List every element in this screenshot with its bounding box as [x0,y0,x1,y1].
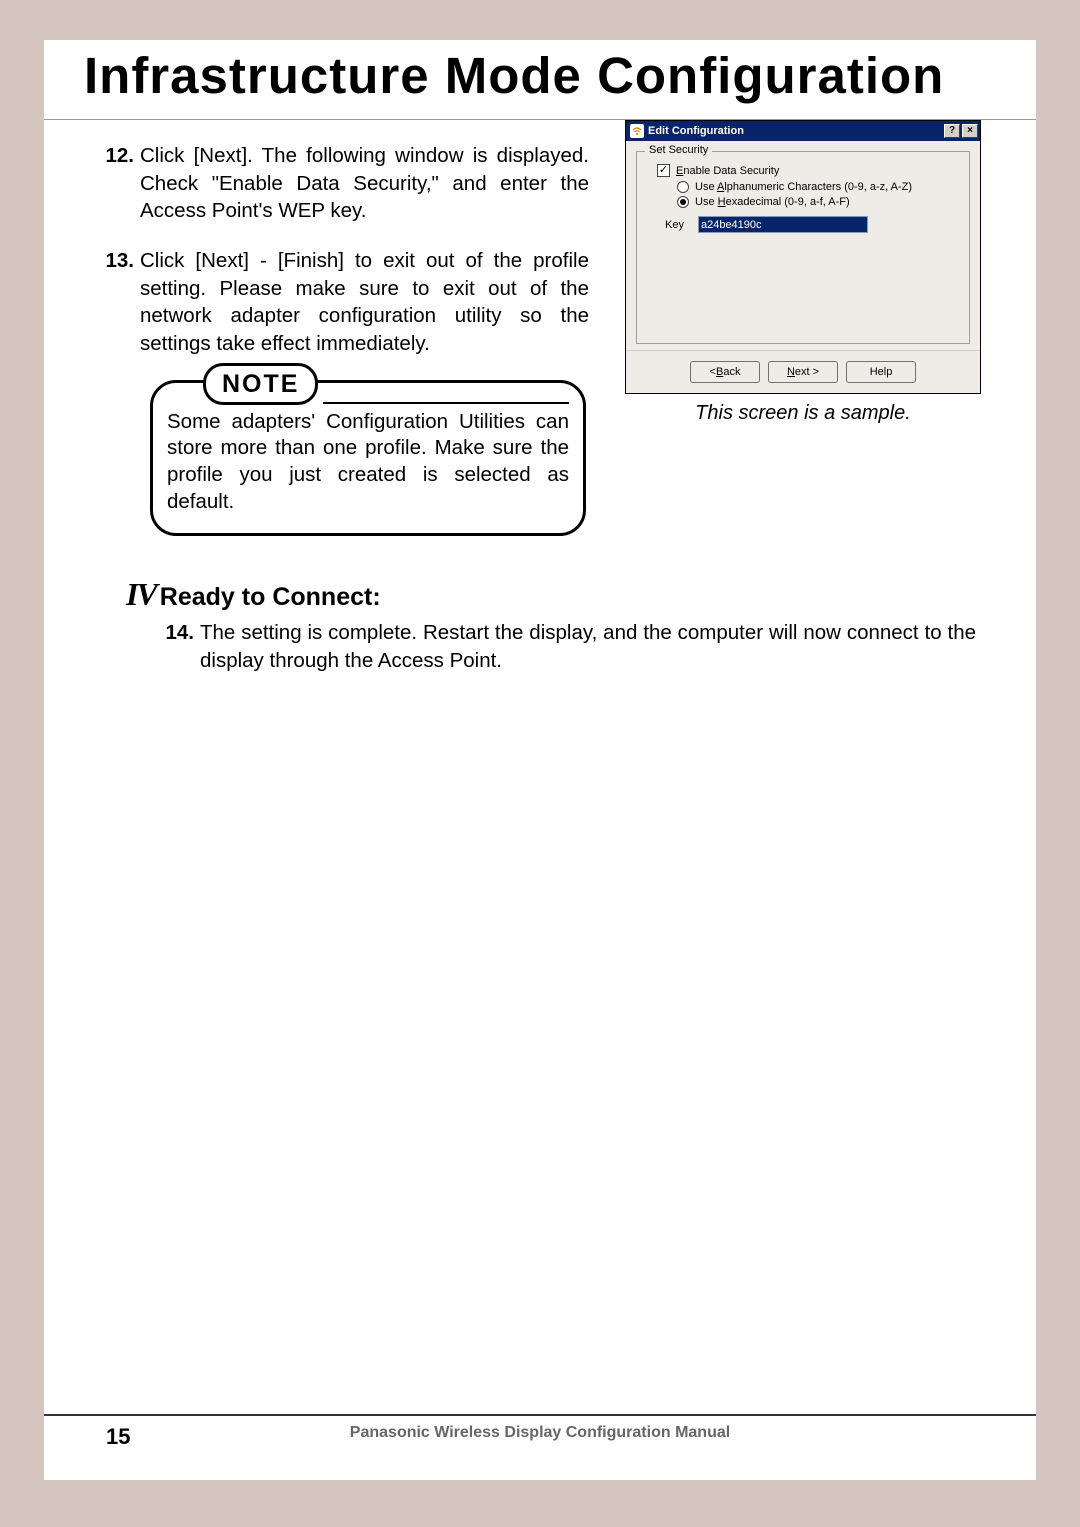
note-box: NOTE Some adapters' Configuration Utilit… [150,380,586,537]
footer-spacer [926,1424,1036,1450]
dialog-titlebar: Edit Configuration ? × [626,121,980,141]
page-number: 15 [44,1424,154,1450]
radio-hex-label: Use Hexadecimal (0-9, a-f, A-F) [695,196,850,208]
step-14: 14. The setting is complete. Restart the… [104,619,976,674]
section-title: Ready to Connect: [160,583,381,612]
key-label: Key [665,219,684,231]
key-row: Key a24be4190c [665,216,957,233]
left-column: 12. Click [Next]. The following window i… [104,142,589,536]
title-bar: Infrastructure Mode Configuration [44,40,1036,120]
step-number: 12. [104,142,140,225]
step-12: 12. Click [Next]. The following window i… [104,142,589,225]
help-button[interactable]: Help [846,361,916,383]
edit-configuration-dialog: Edit Configuration ? × Set Security ✓ En… [625,120,981,394]
page-footer: 15 Panasonic Wireless Display Configurat… [44,1414,1036,1450]
dialog-body: Set Security ✓ Enable Data Security Use … [626,141,980,350]
document-page: Infrastructure Mode Configuration Edit C… [44,40,1036,1480]
step-text: Click [Next]. The following window is di… [140,142,589,225]
step-text: Click [Next] - [Finish] to exit out of t… [140,247,589,358]
radio-hex-row[interactable]: Use Hexadecimal (0-9, a-f, A-F) [677,196,957,208]
step-number: 13. [104,247,140,358]
wireless-icon [630,124,644,138]
note-divider [323,402,569,404]
enable-data-security-row[interactable]: ✓ Enable Data Security [657,164,957,177]
step-text: The setting is complete. Restart the dis… [200,619,976,674]
radio-alphanumeric-label: Use Alphanumeric Characters (0-9, a-z, A… [695,181,912,193]
radio-icon[interactable] [677,181,689,193]
screenshot-caption: This screen is a sample. [625,402,981,425]
next-button[interactable]: Next > [768,361,838,383]
footer-text: Panasonic Wireless Display Configuration… [154,1424,926,1450]
help-button[interactable]: ? [944,124,960,138]
note-text: Some adapters' Configuration Utilities c… [167,409,569,516]
groupbox-label: Set Security [645,144,712,156]
note-label: NOTE [203,363,318,406]
titlebar-buttons: ? × [944,124,978,138]
close-button[interactable]: × [962,124,978,138]
set-security-groupbox: Set Security ✓ Enable Data Security Use … [636,151,970,344]
back-button[interactable]: < Back [690,361,760,383]
checkbox-icon[interactable]: ✓ [657,164,670,177]
radio-alphanumeric-row[interactable]: Use Alphanumeric Characters (0-9, a-z, A… [677,181,957,193]
roman-numeral: IV [126,576,156,613]
enable-data-security-label: Enable Data Security [676,165,779,177]
dialog-screenshot-wrap: Edit Configuration ? × Set Security ✓ En… [625,120,981,425]
key-input[interactable]: a24be4190c [698,216,868,233]
dialog-title: Edit Configuration [648,125,944,137]
step-number: 14. [164,619,200,674]
content-area: Edit Configuration ? × Set Security ✓ En… [44,120,1036,675]
step-13: 13. Click [Next] - [Finish] to exit out … [104,247,589,358]
dialog-button-row: < Back Next > Help [626,350,980,393]
section-ready-to-connect: IV Ready to Connect: [126,576,976,613]
page-title: Infrastructure Mode Configuration [84,46,944,105]
radio-icon[interactable] [677,196,689,208]
